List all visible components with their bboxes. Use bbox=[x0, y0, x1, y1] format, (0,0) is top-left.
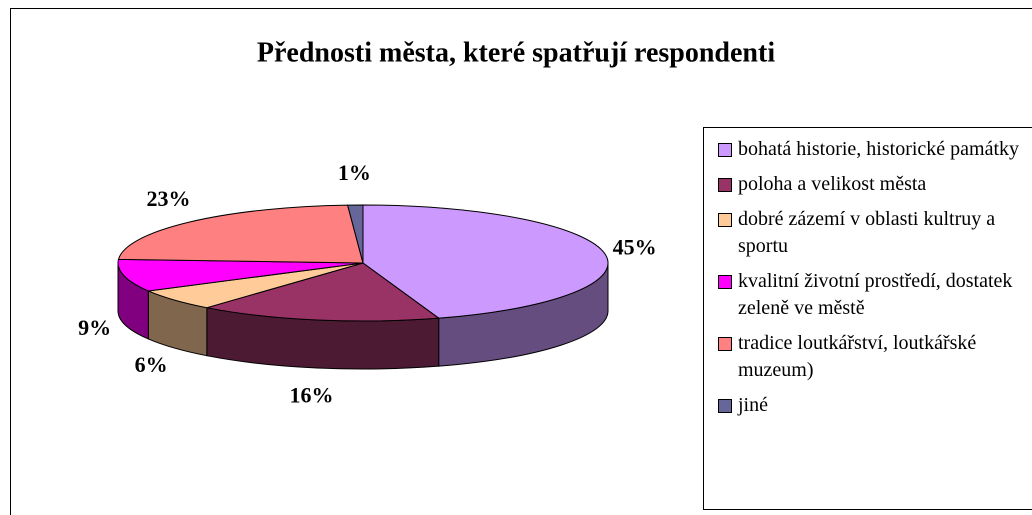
legend-item: jiné bbox=[718, 392, 1032, 419]
legend-swatch bbox=[718, 399, 732, 413]
legend-swatch bbox=[718, 337, 732, 351]
legend-item: bohatá historie, historické památky bbox=[718, 136, 1032, 163]
legend-item: dobré zázemí v oblasti kultruy a sportu bbox=[718, 206, 1032, 260]
legend-label: dobré zázemí v oblasti kultruy a sportu bbox=[738, 208, 996, 257]
slice bbox=[362, 204, 609, 319]
slice bbox=[346, 204, 364, 264]
data-label: 45% bbox=[613, 234, 657, 259]
data-label: 9% bbox=[78, 315, 111, 340]
chart-title: Přednosti města, které spatřují responde… bbox=[257, 37, 775, 68]
legend-label: kvalitní životní prostředí, dostatek zel… bbox=[738, 270, 1013, 319]
legend-label: tradice loutkářství, loutkářské muzeum) bbox=[738, 332, 977, 381]
legend-swatch bbox=[718, 275, 732, 289]
legend-item: tradice loutkářství, loutkářské muzeum) bbox=[718, 330, 1032, 384]
legend-label: poloha a velikost města bbox=[738, 173, 927, 195]
legend: bohatá historie, historické památky poloh… bbox=[703, 127, 1032, 510]
legend-label: bohatá historie, historické památky bbox=[738, 138, 1020, 160]
legend-swatch bbox=[718, 178, 732, 192]
legend-item: kvalitní životní prostředí, dostatek zel… bbox=[718, 268, 1032, 322]
chart-frame bbox=[10, 8, 1032, 515]
legend-label: jiné bbox=[738, 394, 768, 416]
slice bbox=[117, 204, 364, 264]
slice bbox=[117, 258, 364, 292]
slice bbox=[206, 262, 441, 322]
data-label: 6% bbox=[135, 352, 168, 377]
data-label: 16% bbox=[289, 382, 333, 407]
data-label: 23% bbox=[147, 186, 191, 211]
tops bbox=[117, 204, 609, 322]
legend-swatch bbox=[718, 213, 732, 227]
legend-item: poloha a velikost města bbox=[718, 171, 1032, 198]
legend-swatch bbox=[718, 143, 732, 157]
data-label: 1% bbox=[338, 160, 371, 185]
